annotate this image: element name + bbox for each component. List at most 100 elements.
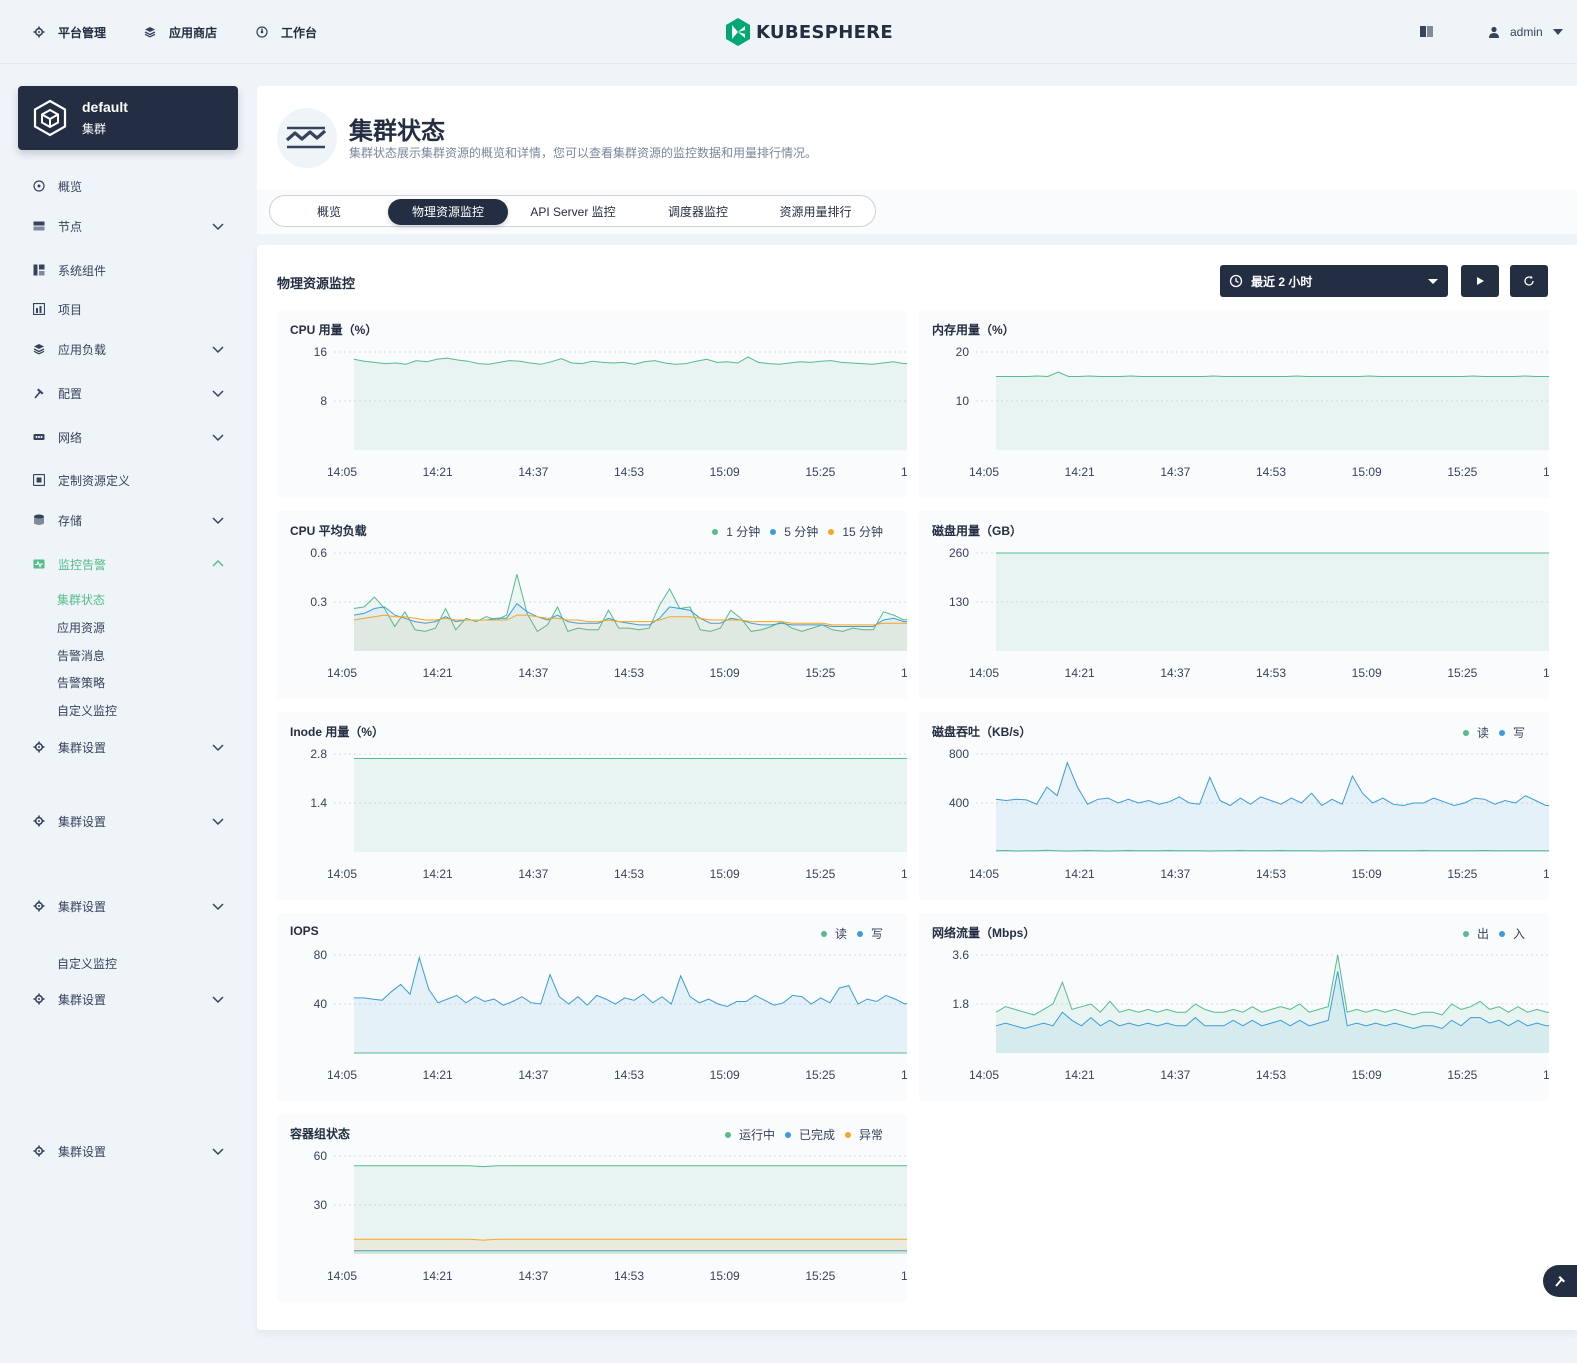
chevron-down-icon[interactable] — [212, 741, 224, 753]
cluster-status-icon — [277, 108, 337, 168]
tab-resource-ranking[interactable]: 资源用量排行 — [779, 205, 852, 219]
docs-icon[interactable] — [1420, 26, 1433, 37]
sidebar-item-6[interactable]: 网络 — [32, 427, 224, 447]
chevron-down-icon[interactable] — [212, 815, 224, 827]
legend-item[interactable]: 入 — [1498, 925, 1525, 942]
chevron-down-icon[interactable] — [212, 1145, 224, 1157]
series-line[interactable] — [353, 356, 907, 365]
legend-item[interactable]: 写 — [856, 925, 883, 942]
y-tick-label: 400 — [949, 796, 969, 810]
sidebar-item-7[interactable]: 定制资源定义 — [32, 470, 224, 490]
legend-item[interactable]: 出 — [1462, 925, 1489, 942]
nav-workbench[interactable]: 工作台 — [255, 22, 317, 42]
legend-item[interactable]: 1 分钟 — [712, 523, 760, 540]
series-line[interactable] — [995, 849, 1549, 852]
legend-item[interactable]: 异常 — [844, 1126, 883, 1143]
legend-item[interactable]: 15 分钟 — [828, 523, 883, 540]
chart-card: 0.6 0.3 14:05 14:21 14:37 14:53 15:09 15:25 15:4… — [277, 511, 907, 699]
tab-api-server[interactable]: API Server 监控 — [530, 205, 616, 219]
x-tick-label: 14:05 — [969, 867, 999, 881]
chevron-down-icon[interactable] — [212, 220, 224, 232]
hammer-icon — [32, 386, 46, 400]
sidebar-item-8[interactable]: 存储 — [32, 510, 224, 530]
series-line[interactable] — [995, 761, 1549, 807]
series-line[interactable] — [995, 971, 1549, 1030]
hammer-icon — [1555, 1276, 1565, 1287]
sidebar-item-13[interactable]: 集群设置 — [32, 989, 224, 1009]
sidebar-subitem-3[interactable]: 告警策略 — [57, 676, 106, 690]
legend-item[interactable]: 5 分钟 — [770, 523, 818, 540]
chart-svg: 80 40 14:05 14:21 14:37 14:53 15:09 15:25 15:45 — [314, 948, 907, 1082]
series-line[interactable] — [354, 1165, 907, 1168]
kubesphere-logo[interactable]: KUBESPHERE — [726, 18, 893, 46]
refresh-button[interactable] — [1510, 265, 1548, 297]
series-area — [354, 615, 907, 651]
legend-item[interactable]: 运行中 — [724, 1126, 775, 1143]
legend-item[interactable]: 写 — [1498, 724, 1525, 741]
x-tick-label: 14:21 — [423, 465, 453, 479]
sidebar-item-14[interactable]: 集群设置 — [32, 1141, 224, 1161]
x-tick-label: 14:53 — [614, 867, 644, 881]
x-tick-label: 14:21 — [1065, 465, 1095, 479]
time-range-select[interactable]: 最近 2 小时 — [1220, 265, 1448, 297]
sidebar-item-3[interactable]: 项目 — [32, 299, 224, 319]
nav-platform-label: 平台管理 — [58, 25, 107, 40]
chart-svg: 0.6 0.3 14:05 14:21 14:37 14:53 15:09 15:25 15:4… — [310, 546, 907, 680]
tab-scheduler[interactable]: 调度器监控 — [667, 205, 728, 219]
chart-svg: 3.6 1.8 14:05 14:21 14:37 14:53 15:09 15:25 15:4… — [952, 948, 1549, 1082]
x-tick-label: 14:53 — [614, 1269, 644, 1283]
chevron-down-icon[interactable] — [212, 343, 224, 355]
legend-dot — [1462, 930, 1469, 937]
series-line[interactable] — [354, 955, 907, 1008]
chevron-down-icon[interactable] — [212, 387, 224, 399]
chevron-down-icon[interactable] — [212, 900, 224, 912]
play-button[interactable] — [1461, 265, 1499, 297]
sidebar-item-4[interactable]: 应用负载 — [32, 339, 224, 359]
sidebar-subitem-1[interactable]: 应用资源 — [57, 621, 106, 635]
tab-physical-resources[interactable]: 物理资源监控 — [388, 199, 508, 225]
sidebar-subitem-0[interactable]: 集群状态 — [57, 593, 106, 607]
series-line[interactable] — [353, 574, 907, 633]
toolbox-button[interactable] — [1543, 1265, 1577, 1297]
nav-platform[interactable]: 平台管理 — [32, 22, 106, 42]
series-line[interactable] — [353, 602, 907, 627]
legend-label: 5 分钟 — [784, 525, 819, 539]
tab-overview[interactable]: 概览 — [316, 205, 341, 219]
legend-item[interactable]: 读 — [1462, 724, 1489, 741]
legend-label: 入 — [1512, 927, 1525, 941]
series-line[interactable] — [996, 371, 1549, 378]
sidebar-item-1[interactable]: 节点 — [32, 216, 224, 236]
x-tick-label: 15:25 — [805, 1068, 835, 1082]
sidebar-subitem-4[interactable]: 自定义监控 — [57, 704, 118, 718]
sidebar-item-11[interactable]: 集群设置 — [32, 811, 224, 831]
x-tick-label: 15:25 — [1447, 666, 1477, 680]
series-line[interactable] — [995, 954, 1549, 1016]
sidebar-item-0[interactable]: 概览 — [32, 176, 224, 196]
user-menu[interactable]: admin — [1488, 22, 1563, 42]
sidebar-item-12[interactable]: 集群设置 — [32, 896, 224, 916]
sidebar-subitem-custom-monitor[interactable]: 自定义监控 — [57, 957, 118, 971]
dashboard-icon — [255, 25, 269, 39]
legend-item[interactable]: 已完成 — [784, 1126, 835, 1143]
chevron-down-icon[interactable] — [212, 431, 224, 443]
y-tick-label: 1.8 — [952, 997, 969, 1011]
caret-down-icon — [1428, 279, 1438, 284]
series-line[interactable] — [354, 1238, 907, 1241]
chevron-down-icon[interactable] — [212, 514, 224, 526]
x-tick-label: 14:05 — [327, 1068, 357, 1082]
series-line[interactable] — [353, 614, 907, 626]
chevron-down-icon[interactable] — [212, 993, 224, 1005]
sidebar-item-5[interactable]: 配置 — [32, 383, 224, 403]
legend-item[interactable]: 读 — [820, 925, 847, 942]
cluster-selector[interactable]: default 集群 — [18, 86, 238, 150]
sidebar-item-2[interactable]: 系统组件 — [32, 260, 224, 280]
sidebar-item-9[interactable]: 监控告警 — [32, 554, 224, 574]
appstore-icon — [143, 25, 157, 39]
sidebar-item-10[interactable]: 集群设置 — [32, 737, 224, 757]
sidebar-item-label: 节点 — [58, 219, 83, 234]
chevron-up-icon[interactable] — [212, 558, 224, 570]
nav-appstore[interactable]: 应用商店 — [143, 22, 217, 42]
sidebar-subitem-2[interactable]: 告警消息 — [57, 649, 106, 663]
appstore-icon — [32, 342, 46, 356]
chart-card: 60 30 14:05 14:21 14:37 14:53 15:09 15:25 15:45 容… — [277, 1114, 907, 1302]
